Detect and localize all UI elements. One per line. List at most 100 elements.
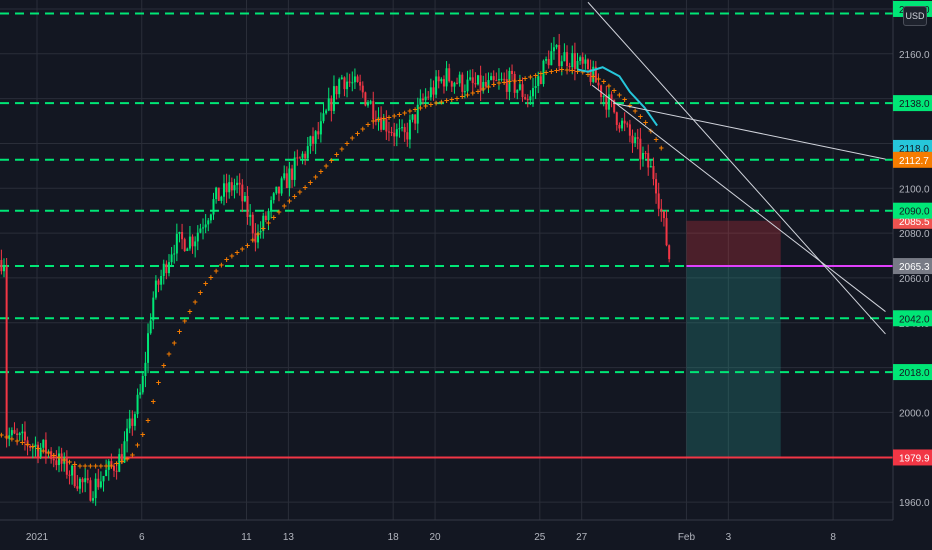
sar-dot: + <box>56 453 61 463</box>
candle-body <box>395 129 398 137</box>
candle-body <box>367 103 370 106</box>
currency-badge[interactable]: USD <box>903 6 927 26</box>
take-profit-zone <box>686 266 781 458</box>
candle-body <box>424 96 427 101</box>
candle-body <box>92 498 95 501</box>
candle-body <box>422 98 425 101</box>
sar-dot: + <box>601 77 606 87</box>
candle-body <box>296 157 299 159</box>
sar-dot: + <box>439 97 444 107</box>
price-label-badge <box>893 449 932 466</box>
candle-body <box>86 478 89 481</box>
candle-body <box>644 152 647 154</box>
sar-dot: + <box>449 95 454 105</box>
grid <box>0 0 893 520</box>
candle-body <box>563 52 566 62</box>
price-label-text: 2065.3 <box>899 262 930 273</box>
candle-body <box>351 82 354 84</box>
candle-body <box>440 79 443 82</box>
trendline <box>613 102 886 160</box>
sar-dot: + <box>229 251 234 261</box>
candle-body <box>437 76 440 82</box>
candle-body <box>500 78 503 80</box>
candle-body <box>432 87 435 95</box>
sar-dot: + <box>428 99 433 109</box>
sar-dot: + <box>140 429 145 439</box>
candle-body <box>497 79 500 81</box>
candle-body <box>136 394 139 415</box>
candle-body <box>621 120 624 129</box>
price-label-text: 2118.0 <box>899 144 929 155</box>
sar-dot: + <box>543 68 548 78</box>
sar-dot: + <box>318 166 323 176</box>
candle-body <box>579 57 582 62</box>
sar-dot: + <box>329 155 334 165</box>
candle-body <box>597 82 600 86</box>
sar-dot: + <box>533 70 538 80</box>
candle-body <box>615 112 618 125</box>
candle-body <box>277 186 280 194</box>
candle-body <box>607 94 610 110</box>
candle-body <box>141 375 144 393</box>
sar-dot: + <box>109 461 114 471</box>
sar-dot: + <box>292 191 297 201</box>
candle-body <box>427 96 430 98</box>
candle-body <box>128 418 131 429</box>
sar-dot: + <box>313 172 318 182</box>
candle-body <box>233 185 236 191</box>
candle-body <box>251 214 254 234</box>
candle-body <box>73 465 76 487</box>
candle-body <box>610 94 613 100</box>
sar-dot: + <box>156 378 161 388</box>
candle-body <box>435 76 438 95</box>
candle-body <box>249 214 252 217</box>
price-label-badge <box>893 95 932 112</box>
candle-body <box>581 57 584 64</box>
sar-dot: + <box>580 67 585 77</box>
candle-body <box>529 96 532 101</box>
sar-dot: + <box>271 212 276 222</box>
candle-body <box>348 81 351 83</box>
candle-body <box>453 82 456 87</box>
sar-dot: + <box>423 101 428 111</box>
candle-body <box>592 66 595 82</box>
candle-body <box>372 101 375 120</box>
sar-dot: + <box>240 244 245 254</box>
sar-dot: + <box>627 100 632 110</box>
candle-body <box>23 431 26 441</box>
sar-dot: + <box>632 106 637 116</box>
candle-body <box>165 263 168 274</box>
candle-body <box>209 214 212 221</box>
candle-body <box>463 91 466 93</box>
candle-body <box>39 447 42 457</box>
sar-dot: + <box>612 86 617 96</box>
candle-body <box>65 456 68 475</box>
sar-dot: + <box>88 461 93 471</box>
sar-dot: + <box>496 78 501 88</box>
candle-body <box>560 61 563 67</box>
sar-dot: + <box>481 84 486 94</box>
candle-body <box>29 445 32 448</box>
candle-body <box>298 157 301 159</box>
candle-body <box>322 113 325 122</box>
sar-dot: + <box>397 110 402 120</box>
candle-body <box>474 83 477 85</box>
candle-body <box>236 182 239 186</box>
sar-dot: + <box>486 82 491 92</box>
candle-body <box>217 187 220 201</box>
candle-body <box>312 136 315 144</box>
sar-dot: + <box>124 454 129 464</box>
sar-dot: + <box>575 66 580 76</box>
candle-body <box>319 121 322 135</box>
sar-dot: + <box>606 81 611 91</box>
candle-body <box>42 439 45 448</box>
sar-dot: + <box>166 349 171 359</box>
candle-body <box>280 178 283 194</box>
candle-body <box>262 215 265 232</box>
candle-body <box>144 362 147 376</box>
candle-body <box>429 87 432 98</box>
sar-dot: + <box>234 248 239 258</box>
sar-dot: + <box>549 67 554 77</box>
